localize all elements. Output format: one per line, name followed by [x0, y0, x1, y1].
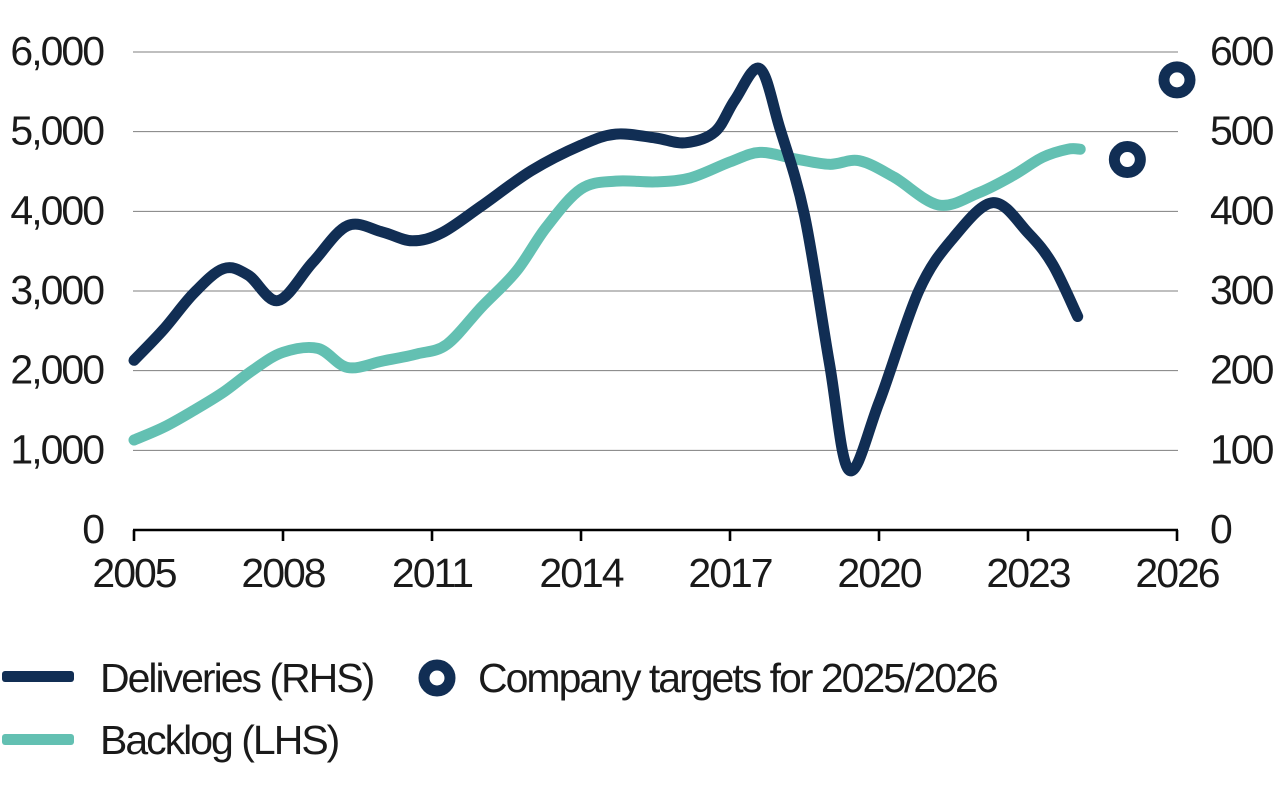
legend-target-ring-icon [418, 659, 456, 697]
target-marker-ring [1158, 61, 1196, 99]
x-axis-tick-label: 2023 [986, 550, 1069, 596]
left-axis-tick-label: 5,000 [10, 108, 104, 154]
right-axis-tick-label: 400 [1210, 187, 1274, 233]
legend: Deliveries (RHS) Company targets for 202… [2, 655, 999, 763]
x-axis-tick-label: 2005 [92, 550, 176, 596]
x-axis-tick-label: 2008 [241, 550, 325, 596]
x-axis-labels: 2005 2008 2011 2014 2017 2020 2023 2026 [92, 550, 1220, 596]
x-axis [132, 528, 1179, 541]
left-axis-labels: 0 1,000 2,000 3,000 4,000 5,000 6,000 [10, 28, 106, 552]
backlog-line-series [128, 143, 1086, 446]
x-axis-tick-label: 2014 [539, 550, 623, 596]
legend-label-targets: Company targets for 2025/2026 [478, 655, 997, 701]
target-marker-ring [1108, 141, 1146, 179]
legend-swatch-deliveries [2, 671, 74, 682]
left-axis-tick-label: 3,000 [10, 267, 104, 313]
x-axis-tick-label: 2017 [688, 550, 771, 596]
right-axis-tick-label: 300 [1210, 267, 1274, 313]
right-axis-tick-label: 500 [1210, 108, 1274, 154]
left-axis-tick-label: 2,000 [10, 347, 104, 393]
right-axis-tick-label: 0 [1210, 506, 1232, 552]
company-target-markers [1108, 61, 1196, 179]
legend-swatch-backlog [2, 734, 74, 745]
legend-label-backlog: Backlog (LHS) [100, 717, 339, 763]
right-axis-tick-label: 100 [1210, 426, 1274, 472]
x-axis-tick-label: 2020 [837, 550, 921, 596]
right-axis-labels: 0 100 200 300 400 500 600 [1210, 28, 1276, 552]
deliveries-line-series [128, 62, 1084, 477]
left-axis-tick-label: 6,000 [10, 28, 104, 74]
left-axis-tick-label: 4,000 [10, 187, 104, 233]
right-axis-tick-label: 600 [1210, 28, 1274, 74]
x-axis-tick-label: 2026 [1135, 550, 1218, 596]
left-axis-tick-label: 0 [82, 506, 104, 552]
gridlines [133, 51, 1178, 451]
left-axis-tick-label: 1,000 [10, 426, 104, 472]
x-axis-tick-label: 2011 [392, 550, 472, 596]
right-axis-tick-label: 200 [1210, 347, 1274, 393]
legend-label-deliveries: Deliveries (RHS) [100, 655, 374, 701]
